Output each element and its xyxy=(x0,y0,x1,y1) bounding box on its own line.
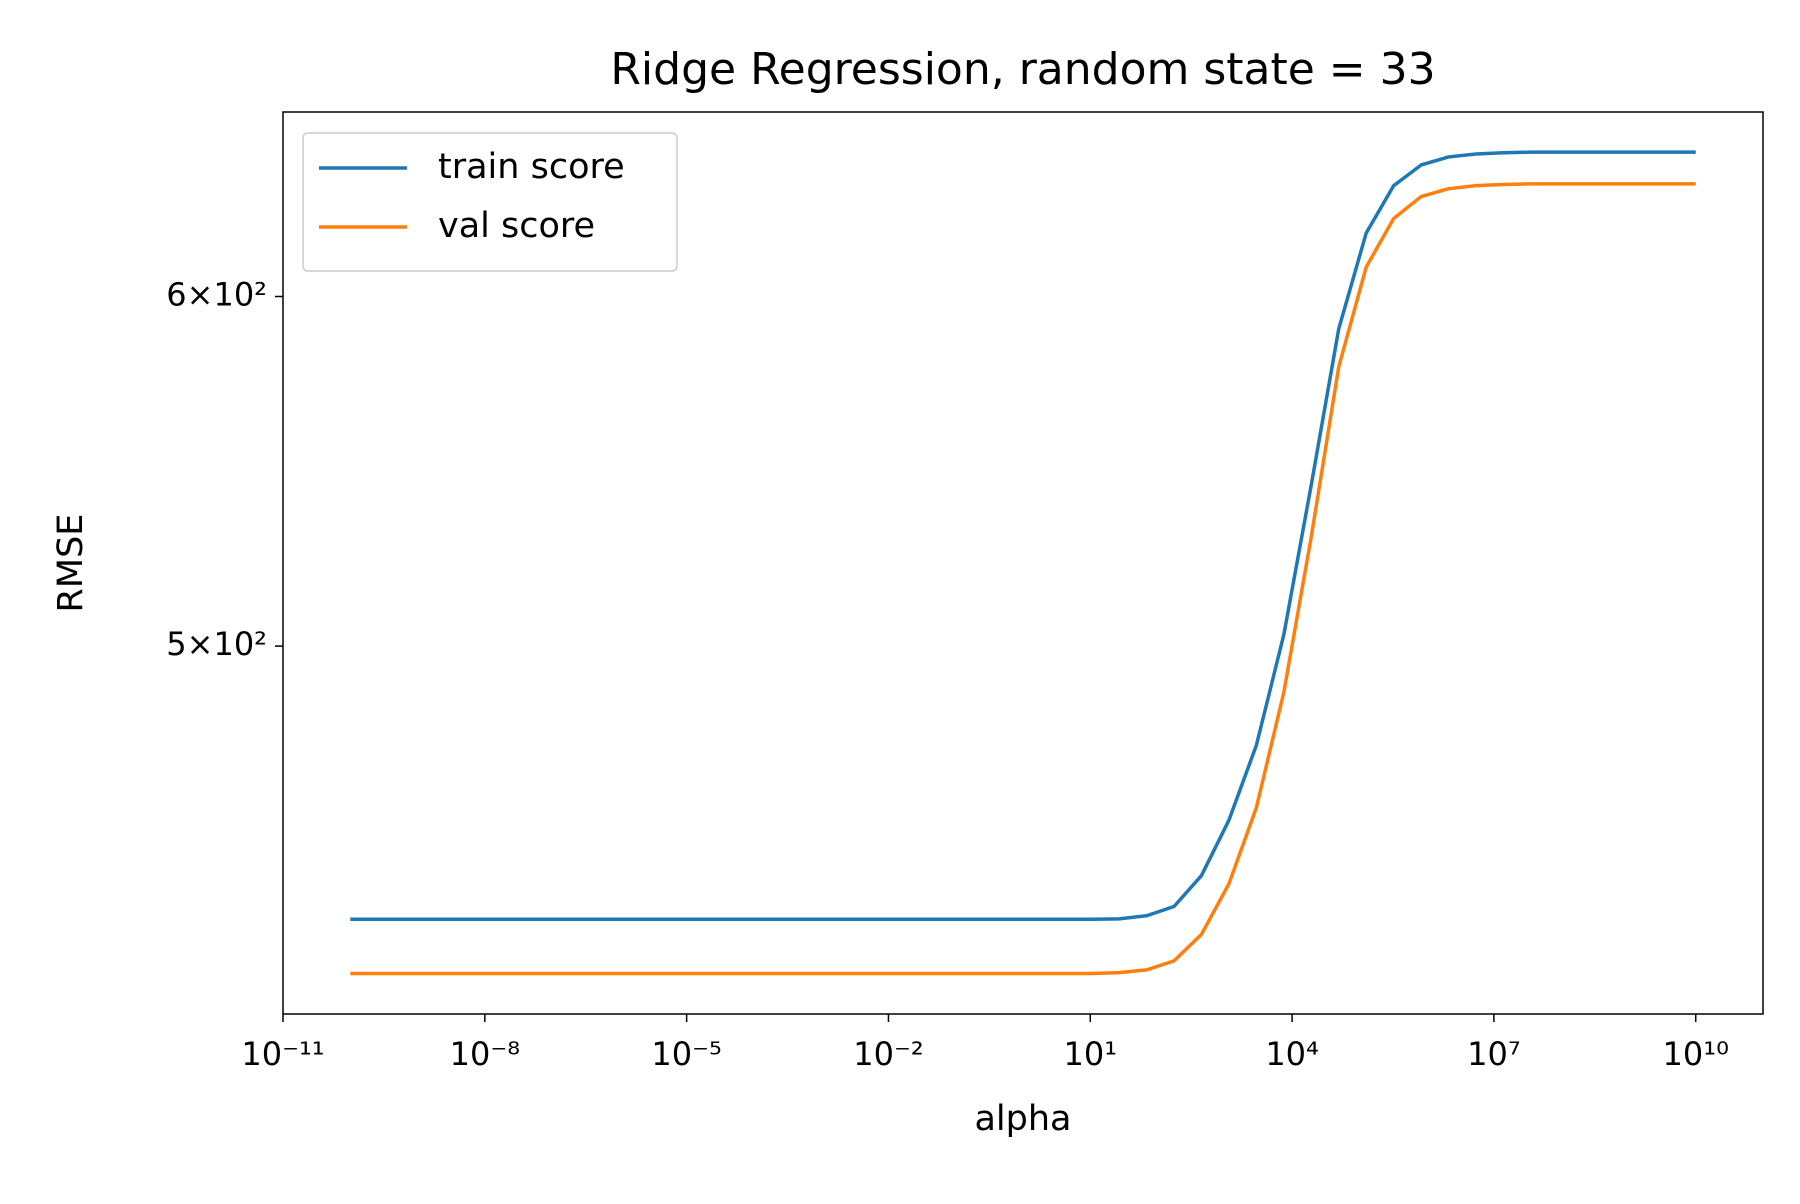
x-tick-label: 10¹ xyxy=(1063,1035,1117,1073)
x-tick-label: 10⁴ xyxy=(1265,1035,1319,1073)
axes-frame xyxy=(282,111,1764,1015)
x-tick-label: 10⁷ xyxy=(1467,1035,1521,1073)
y-tick-label: 5×10² xyxy=(166,625,267,663)
x-tick-label: 10¹⁰ xyxy=(1663,1035,1729,1073)
x-tick-label: 10⁻⁸ xyxy=(450,1035,520,1073)
legend-label: val score xyxy=(438,206,595,246)
line-series xyxy=(350,150,1696,922)
y-tick-label: 6×10² xyxy=(166,275,267,313)
x-tick-label: 10⁻⁵ xyxy=(651,1035,721,1073)
y-axis-label: RMSE xyxy=(51,514,91,613)
legend-label: train score xyxy=(438,147,625,187)
chart-title: Ridge Regression, random state = 33 xyxy=(610,44,1435,95)
x-tick-label: 10⁻² xyxy=(853,1035,923,1073)
x-tick-label: 10⁻¹¹ xyxy=(241,1035,324,1073)
line-series xyxy=(350,182,1696,976)
x-axis-label: alpha xyxy=(974,1099,1071,1139)
